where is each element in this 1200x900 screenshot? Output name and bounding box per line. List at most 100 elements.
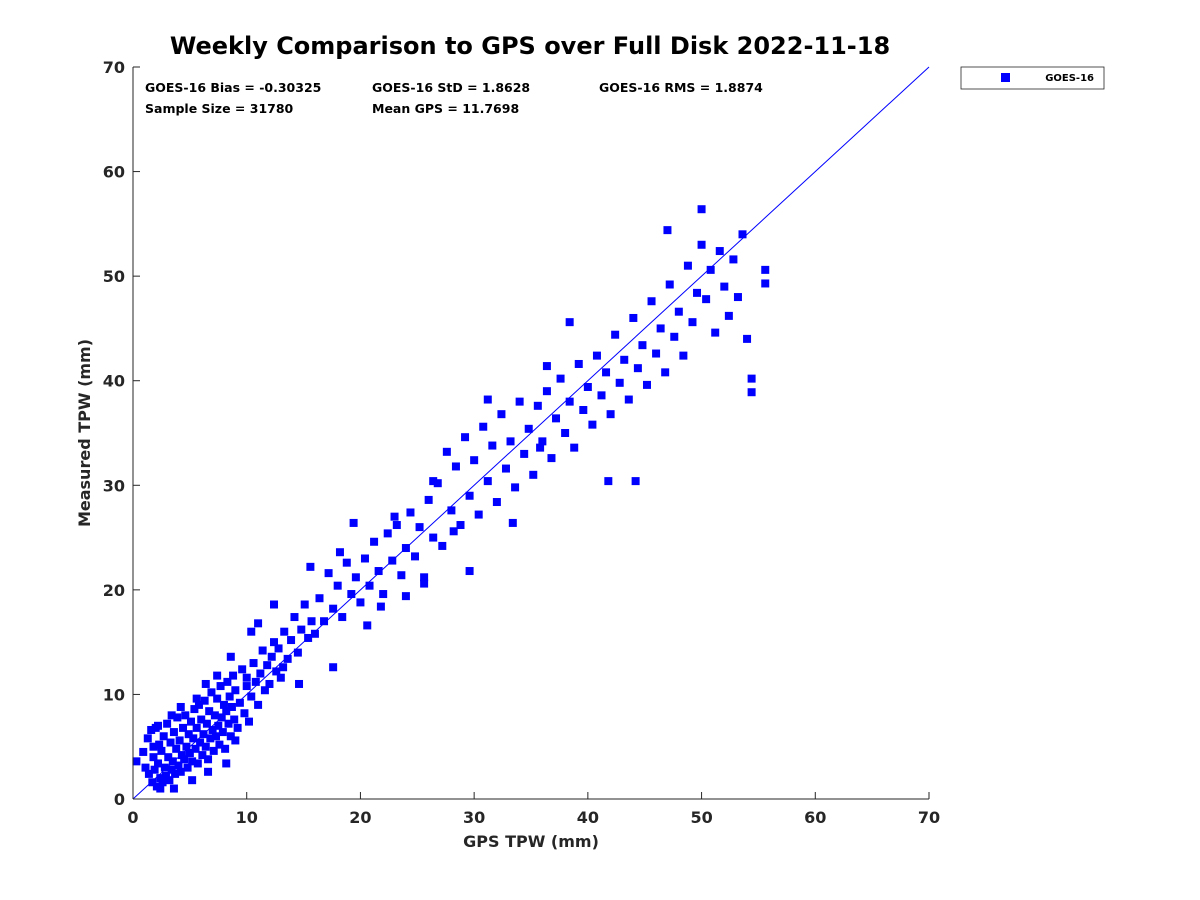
data-point xyxy=(179,723,188,732)
data-point xyxy=(536,443,545,452)
data-point xyxy=(147,725,156,734)
data-point xyxy=(188,776,197,785)
data-point xyxy=(661,368,670,377)
data-point xyxy=(515,397,524,406)
data-point xyxy=(206,734,215,743)
data-point xyxy=(160,763,169,772)
data-point xyxy=(620,355,629,364)
data-point xyxy=(154,721,163,730)
chart-title: Weekly Comparison to GPS over Full Disk … xyxy=(170,32,890,60)
data-point xyxy=(265,679,274,688)
data-point xyxy=(251,677,260,686)
data-point xyxy=(221,744,230,753)
data-point xyxy=(267,652,276,661)
mean-gps-annotation: Mean GPS = 11.7698 xyxy=(372,101,519,116)
data-point xyxy=(351,573,360,582)
data-point xyxy=(190,705,199,714)
data-point xyxy=(157,746,166,755)
data-point xyxy=(429,477,438,486)
data-point xyxy=(175,736,184,745)
rms-annotation: GOES-16 RMS = 1.8874 xyxy=(599,80,763,95)
data-point xyxy=(182,742,191,751)
data-point xyxy=(588,420,597,429)
data-point xyxy=(583,382,592,391)
data-point xyxy=(194,700,203,709)
data-point xyxy=(274,644,283,653)
data-point xyxy=(415,523,424,532)
data-point xyxy=(227,702,236,711)
data-point xyxy=(683,261,692,270)
data-point xyxy=(733,293,742,302)
data-point xyxy=(674,307,683,316)
data-point xyxy=(497,410,506,419)
data-point xyxy=(335,548,344,557)
data-point xyxy=(205,707,214,716)
data-point xyxy=(449,527,458,536)
data-point xyxy=(174,761,183,770)
data-point xyxy=(188,757,197,766)
data-point xyxy=(242,682,251,691)
data-point xyxy=(139,747,148,756)
x-axis-label: GPS TPW (mm) xyxy=(463,832,599,851)
data-point xyxy=(338,613,347,622)
data-point xyxy=(508,518,517,527)
data-point xyxy=(538,437,547,446)
data-point xyxy=(293,648,302,657)
y-axis-ticks: 0 10 20 30 40 50 60 70 xyxy=(103,58,140,809)
data-point xyxy=(280,627,289,636)
data-point xyxy=(706,265,715,274)
data-point xyxy=(347,590,356,599)
data-point xyxy=(156,774,165,783)
legend: GOES-16 xyxy=(960,66,1105,90)
data-point xyxy=(231,736,240,745)
data-point xyxy=(218,728,227,737)
data-point xyxy=(149,742,158,751)
data-point xyxy=(200,696,209,705)
data-point xyxy=(189,734,198,743)
data-point xyxy=(173,713,182,722)
data-point xyxy=(166,738,175,747)
y-tick-label: 10 xyxy=(103,685,125,704)
data-point xyxy=(747,388,756,397)
data-point xyxy=(729,255,738,264)
data-point xyxy=(438,541,447,550)
data-point xyxy=(276,673,285,682)
data-point xyxy=(191,744,200,753)
data-point xyxy=(688,318,697,327)
data-point xyxy=(172,744,181,753)
data-point xyxy=(329,663,338,672)
data-point xyxy=(329,604,338,613)
data-point xyxy=(207,688,216,697)
data-point xyxy=(483,395,492,404)
data-point xyxy=(202,719,211,728)
data-point xyxy=(186,717,195,726)
data-point xyxy=(258,646,267,655)
data-point xyxy=(611,330,620,339)
data-point xyxy=(604,477,613,486)
data-point xyxy=(383,529,392,538)
data-point xyxy=(542,387,551,396)
data-point xyxy=(561,429,570,437)
data-point xyxy=(529,470,538,479)
data-point xyxy=(401,592,410,601)
data-point xyxy=(213,694,222,703)
data-point xyxy=(401,544,410,553)
data-point xyxy=(761,279,770,288)
data-point xyxy=(442,447,451,456)
y-tick-label: 50 xyxy=(103,267,125,286)
data-point xyxy=(747,374,756,383)
data-point xyxy=(161,771,170,780)
data-point xyxy=(447,506,456,515)
data-point xyxy=(492,498,501,507)
data-point xyxy=(631,477,640,486)
data-point xyxy=(242,673,251,682)
data-point xyxy=(433,479,442,488)
data-point xyxy=(451,462,460,471)
data-point xyxy=(143,734,152,743)
data-point xyxy=(652,349,661,358)
data-point xyxy=(223,677,232,686)
y-tick-label: 70 xyxy=(103,58,125,77)
data-point xyxy=(542,362,551,371)
x-tick-label: 60 xyxy=(804,808,826,827)
